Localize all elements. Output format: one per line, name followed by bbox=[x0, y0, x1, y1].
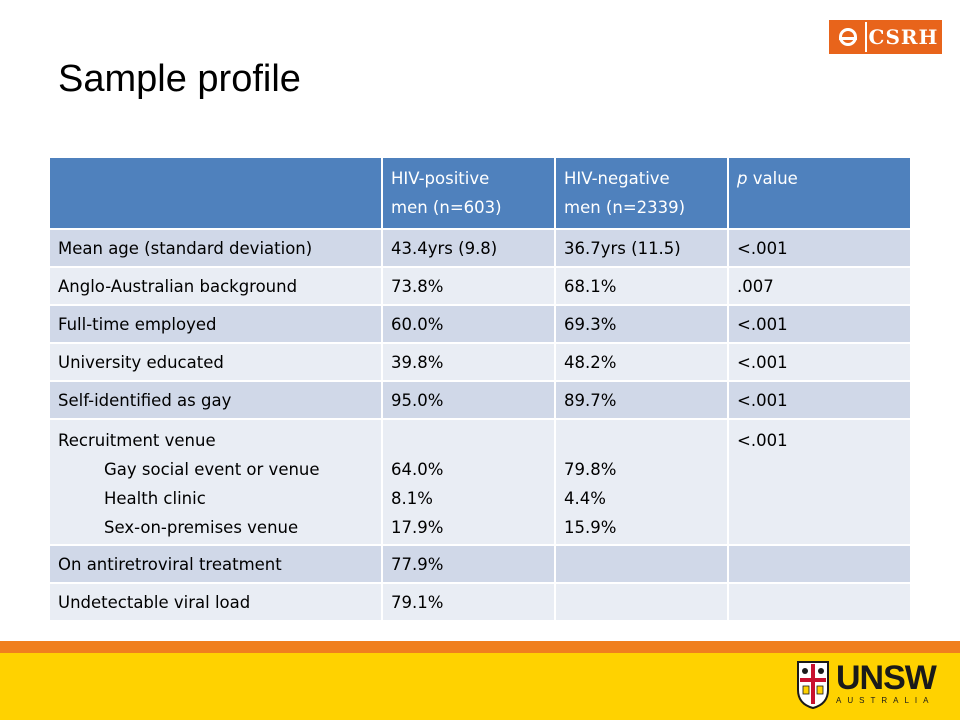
table-row: Anglo-Australian background 73.8% 68.1% … bbox=[50, 268, 910, 304]
table-row-recruitment-venue: Recruitment venue Gay social event or ve… bbox=[50, 420, 910, 544]
table-header-row: HIV-positive men (n=603) HIV-negative me… bbox=[50, 158, 910, 228]
venue-item-neg: 15.9% bbox=[564, 518, 617, 537]
cell-hiv-positive: 95.0% bbox=[383, 382, 554, 418]
cell-hiv-positive-venue: 64.0% 8.1% 17.9% bbox=[383, 420, 554, 544]
row-label: Mean age (standard deviation) bbox=[50, 230, 381, 266]
header-p-italic: p bbox=[737, 169, 748, 188]
cell-hiv-negative: 69.3% bbox=[556, 306, 727, 342]
cell-p-value: <.001 bbox=[729, 382, 910, 418]
header-hiv-negative: HIV-negative men (n=2339) bbox=[556, 158, 727, 228]
row-label: On antiretroviral treatment bbox=[50, 546, 381, 582]
row-label: Undetectable viral load bbox=[50, 584, 381, 620]
table-row: Mean age (standard deviation) 43.4yrs (9… bbox=[50, 230, 910, 266]
row-label-recruitment-venue: Recruitment venue Gay social event or ve… bbox=[50, 420, 381, 544]
header-hiv-negative-line2: men (n=2339) bbox=[564, 198, 686, 217]
venue-item-neg: 79.8% bbox=[564, 460, 617, 479]
slide-title: Sample profile bbox=[58, 58, 301, 100]
csrh-logo-text: CSRH bbox=[867, 22, 940, 52]
table-row: University educated 39.8% 48.2% <.001 bbox=[50, 344, 910, 380]
venue-item-label: Sex-on-premises venue bbox=[104, 518, 299, 537]
cell-hiv-negative: 48.2% bbox=[556, 344, 727, 380]
row-label: Full-time employed bbox=[50, 306, 381, 342]
venue-item-label: Health clinic bbox=[104, 489, 206, 508]
header-p-value: p value bbox=[729, 158, 910, 228]
cell-hiv-negative: 36.7yrs (11.5) bbox=[556, 230, 727, 266]
cell-p-value: <.001 bbox=[729, 230, 910, 266]
row-label: Anglo-Australian background bbox=[50, 268, 381, 304]
header-hiv-positive: HIV-positive men (n=603) bbox=[383, 158, 554, 228]
unsw-crest-icon bbox=[797, 661, 829, 710]
row-label: Self-identified as gay bbox=[50, 382, 381, 418]
footer-orange-stripe bbox=[0, 641, 960, 653]
table-row: On antiretroviral treatment 77.9% bbox=[50, 546, 910, 582]
csrh-logo: CSRH bbox=[829, 20, 942, 54]
venue-p-value: <.001 bbox=[737, 431, 788, 450]
header-hiv-positive-line1: HIV-positive bbox=[391, 169, 490, 188]
cell-hiv-negative-venue: 79.8% 4.4% 15.9% bbox=[556, 420, 727, 544]
cell-hiv-positive: 79.1% bbox=[383, 584, 554, 620]
table-row: Undetectable viral load 79.1% bbox=[50, 584, 910, 620]
cell-hiv-negative: 68.1% bbox=[556, 268, 727, 304]
unsw-logo-subtext: AUSTRALIA bbox=[836, 696, 935, 705]
header-empty-cell bbox=[50, 158, 381, 228]
venue-item-pos: 17.9% bbox=[391, 518, 444, 537]
cell-hiv-positive: 73.8% bbox=[383, 268, 554, 304]
csrh-emblem-icon bbox=[831, 22, 865, 52]
cell-p-value: .007 bbox=[729, 268, 910, 304]
table-row: Full-time employed 60.0% 69.3% <.001 bbox=[50, 306, 910, 342]
cell-p-value: <.001 bbox=[729, 306, 910, 342]
header-p-rest: value bbox=[747, 169, 798, 188]
table-row: Self-identified as gay 95.0% 89.7% <.001 bbox=[50, 382, 910, 418]
cell-p-value bbox=[729, 584, 910, 620]
venue-item-label: Gay social event or venue bbox=[104, 460, 320, 479]
cell-hiv-positive: 39.8% bbox=[383, 344, 554, 380]
cell-hiv-negative bbox=[556, 546, 727, 582]
cell-hiv-positive: 43.4yrs (9.8) bbox=[383, 230, 554, 266]
cell-hiv-negative: 89.7% bbox=[556, 382, 727, 418]
cell-hiv-positive: 60.0% bbox=[383, 306, 554, 342]
cell-p-value-venue: <.001 bbox=[729, 420, 910, 544]
unsw-logo-text: UNSW bbox=[836, 659, 937, 697]
venue-item-pos: 8.1% bbox=[391, 489, 433, 508]
venue-item-pos: 64.0% bbox=[391, 460, 444, 479]
venue-item-neg: 4.4% bbox=[564, 489, 606, 508]
cell-hiv-positive: 77.9% bbox=[383, 546, 554, 582]
cell-hiv-negative bbox=[556, 584, 727, 620]
header-hiv-negative-line1: HIV-negative bbox=[564, 169, 670, 188]
venue-heading: Recruitment venue bbox=[58, 431, 216, 450]
sample-profile-table: HIV-positive men (n=603) HIV-negative me… bbox=[48, 156, 912, 622]
cell-p-value bbox=[729, 546, 910, 582]
unsw-logo: UNSW AUSTRALIA bbox=[796, 659, 937, 714]
header-hiv-positive-line2: men (n=603) bbox=[391, 198, 502, 217]
row-label: University educated bbox=[50, 344, 381, 380]
cell-p-value: <.001 bbox=[729, 344, 910, 380]
